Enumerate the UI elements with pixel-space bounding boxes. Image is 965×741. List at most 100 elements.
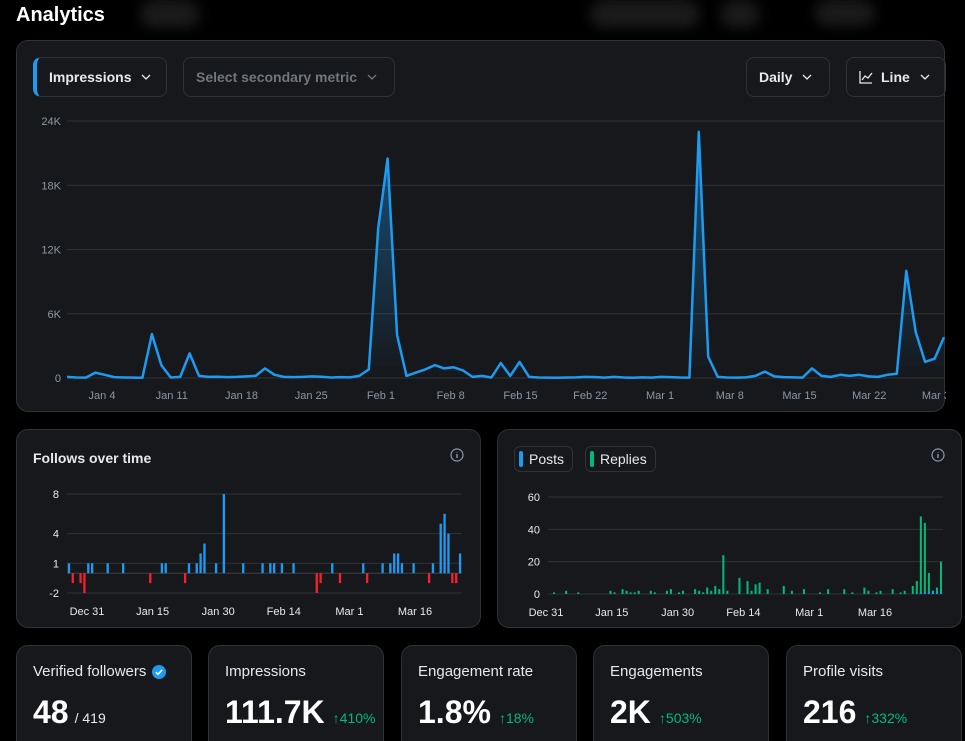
replies-bar bbox=[899, 592, 902, 594]
impressions-point bbox=[424, 368, 426, 370]
follows-bar bbox=[393, 553, 396, 574]
impressions-point bbox=[679, 376, 681, 378]
posts-bar bbox=[927, 592, 930, 594]
stat-engagement-rate[interactable]: Engagement rate 1.8% ↑18% bbox=[401, 645, 577, 741]
stat-value: 1.8% bbox=[418, 694, 491, 730]
follows-bar bbox=[87, 563, 90, 574]
info-icon[interactable] bbox=[450, 448, 464, 462]
x-tick-label: Feb 15 bbox=[503, 390, 537, 402]
y-tick-label: 12K bbox=[41, 245, 61, 257]
impressions-point bbox=[368, 368, 370, 370]
x-tick-label: Jan 25 bbox=[295, 390, 328, 402]
follows-bar bbox=[362, 563, 365, 574]
info-icon[interactable] bbox=[931, 448, 945, 462]
impressions-point bbox=[349, 376, 351, 378]
primary-metric-dropdown[interactable]: Impressions bbox=[33, 57, 167, 97]
impressions-point bbox=[726, 376, 728, 378]
follows-bar bbox=[160, 563, 164, 574]
follows-bar bbox=[187, 563, 191, 574]
posts-replies-bar-chart[interactable]: 0 20 40 60 Dec 31 Jan 15 Jan 30 Feb 14 Mar 1 Mar … bbox=[498, 482, 963, 622]
replies-bar bbox=[903, 590, 906, 594]
replies-bar bbox=[863, 587, 866, 594]
replies-bar bbox=[677, 592, 681, 594]
impressions-point bbox=[273, 374, 275, 376]
follows-bar bbox=[149, 573, 152, 584]
y-tick-label: 0 bbox=[534, 589, 540, 601]
legend-posts[interactable]: Posts bbox=[514, 446, 574, 472]
replies-bar bbox=[553, 592, 556, 594]
impressions-point bbox=[538, 376, 540, 378]
impressions-point bbox=[481, 375, 483, 377]
replies-bar bbox=[665, 590, 668, 594]
legend-posts-label: Posts bbox=[529, 451, 565, 467]
impressions-point bbox=[868, 375, 870, 377]
legend-replies[interactable]: Replies bbox=[585, 446, 656, 472]
follows-bar bbox=[273, 563, 276, 574]
follows-bar bbox=[431, 563, 435, 574]
chevron-down-icon bbox=[142, 74, 151, 80]
x-tick-label: Mar 22 bbox=[852, 390, 886, 402]
impressions-point bbox=[339, 376, 341, 378]
interval-label: Daily bbox=[759, 69, 793, 85]
impressions-point bbox=[75, 376, 77, 378]
impressions-point bbox=[170, 376, 172, 378]
impressions-point bbox=[877, 376, 879, 378]
x-tick-label: Feb 8 bbox=[437, 390, 465, 402]
x-tick-label: Dec 31 bbox=[70, 606, 105, 618]
stat-profile-visits[interactable]: Profile visits 216 ↑332% bbox=[786, 645, 962, 741]
follows-bar bbox=[71, 573, 74, 584]
stat-impressions[interactable]: Impressions 111.7K ↑410% bbox=[208, 645, 384, 741]
x-tick-label: Mar 30 bbox=[922, 390, 946, 402]
y-tick-label: 0 bbox=[55, 373, 61, 385]
impressions-point bbox=[189, 352, 191, 354]
replies-bar bbox=[911, 585, 914, 594]
follows-bar bbox=[183, 573, 187, 584]
replies-bar bbox=[633, 592, 636, 594]
impressions-point bbox=[330, 376, 332, 378]
replies-bar bbox=[669, 589, 672, 594]
chart-type-dropdown[interactable]: Line bbox=[846, 57, 946, 97]
impressions-line-chart[interactable]: 0 6K 12K 18K 24K Jan 4 Jan 11 Jan 18 Jan 25 Feb 1… bbox=[17, 105, 946, 405]
y-tick-label: -2 bbox=[49, 588, 59, 600]
impressions-point bbox=[660, 376, 662, 378]
replies-bar bbox=[637, 590, 640, 594]
replies-bar bbox=[782, 585, 785, 594]
y-tick-label: 24K bbox=[41, 116, 61, 128]
x-tick-label: Jan 15 bbox=[595, 607, 628, 619]
impressions-point bbox=[311, 375, 313, 377]
replies-bar bbox=[718, 589, 721, 594]
x-tick-label: Mar 16 bbox=[398, 606, 432, 618]
follows-bar bbox=[319, 573, 322, 584]
impressions-point bbox=[500, 362, 502, 364]
line-chart-icon bbox=[859, 71, 873, 84]
stat-verified-followers[interactable]: Verified followers 48 / 419 bbox=[16, 645, 192, 741]
page-title: Analytics bbox=[16, 4, 105, 26]
impressions-point bbox=[613, 376, 615, 378]
replies-bar bbox=[609, 590, 612, 594]
impressions-point bbox=[585, 376, 587, 378]
follows-bar-chart[interactable]: -2 1 4 8 Dec 31 Jan 15 Jan 30 Feb 14 Mar 1 Mar 16 bbox=[17, 482, 482, 622]
interval-dropdown[interactable]: Daily bbox=[746, 57, 830, 97]
impressions-point bbox=[519, 361, 521, 363]
impressions-line bbox=[66, 130, 946, 379]
impressions-point bbox=[471, 376, 473, 378]
impressions-point bbox=[839, 374, 841, 376]
y-tick-label: 60 bbox=[528, 492, 540, 504]
follows-bar bbox=[455, 573, 458, 584]
follows-bar bbox=[439, 523, 442, 574]
impressions-point bbox=[141, 377, 143, 379]
impressions-point bbox=[123, 376, 125, 378]
impressions-point bbox=[764, 371, 766, 373]
impressions-chart-card: Impressions Select secondary metric Dail… bbox=[16, 40, 946, 412]
posts-swatch bbox=[519, 451, 523, 467]
stat-engagements[interactable]: Engagements 2K ↑503% bbox=[593, 645, 769, 741]
chart-type-label: Line bbox=[881, 69, 910, 85]
impressions-point bbox=[415, 372, 417, 374]
secondary-metric-dropdown[interactable]: Select secondary metric bbox=[183, 57, 395, 97]
y-tick-label: 4 bbox=[53, 529, 59, 541]
replies-bar bbox=[577, 592, 580, 594]
impressions-point bbox=[113, 376, 115, 378]
replies-bar bbox=[722, 555, 725, 594]
impressions-point bbox=[802, 377, 804, 379]
replies-bar bbox=[843, 589, 846, 594]
